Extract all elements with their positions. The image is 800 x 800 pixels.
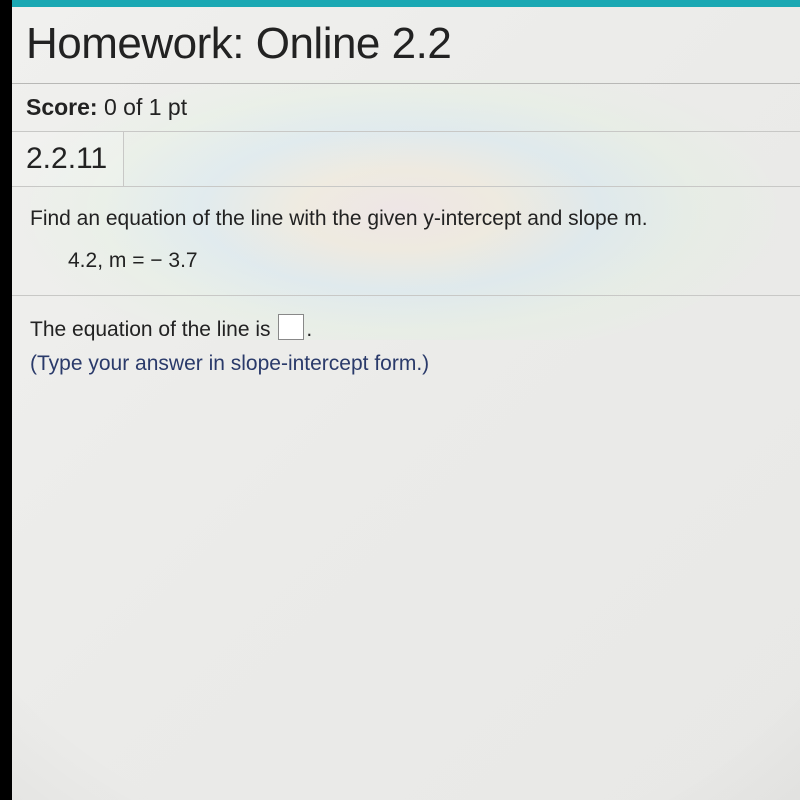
question-prompt: Find an equation of the line with the gi… [12,187,800,239]
answer-hint: (Type your answer in slope-intercept for… [12,350,800,394]
answer-suffix: . [306,318,312,341]
screen: Homework: Online 2.2 Score: 0 of 1 pt 2.… [0,0,800,800]
accent-bar [12,0,800,7]
score-value: 0 of 1 pt [98,94,188,120]
left-bezel [0,0,12,800]
question-number[interactable]: 2.2.11 [12,132,124,186]
answer-prefix: The equation of the line is [30,318,276,341]
score-label: Score: [26,94,98,120]
question-number-row: 2.2.11 [12,132,800,187]
page-title: Homework: Online 2.2 [26,19,786,69]
content-area: Homework: Online 2.2 Score: 0 of 1 pt 2.… [12,7,800,800]
answer-input[interactable] [278,314,304,340]
question-given: 4.2, m = − 3.7 [12,239,800,296]
score-row: Score: 0 of 1 pt [12,84,800,132]
answer-row: The equation of the line is . [12,296,800,349]
title-row: Homework: Online 2.2 [12,7,800,84]
